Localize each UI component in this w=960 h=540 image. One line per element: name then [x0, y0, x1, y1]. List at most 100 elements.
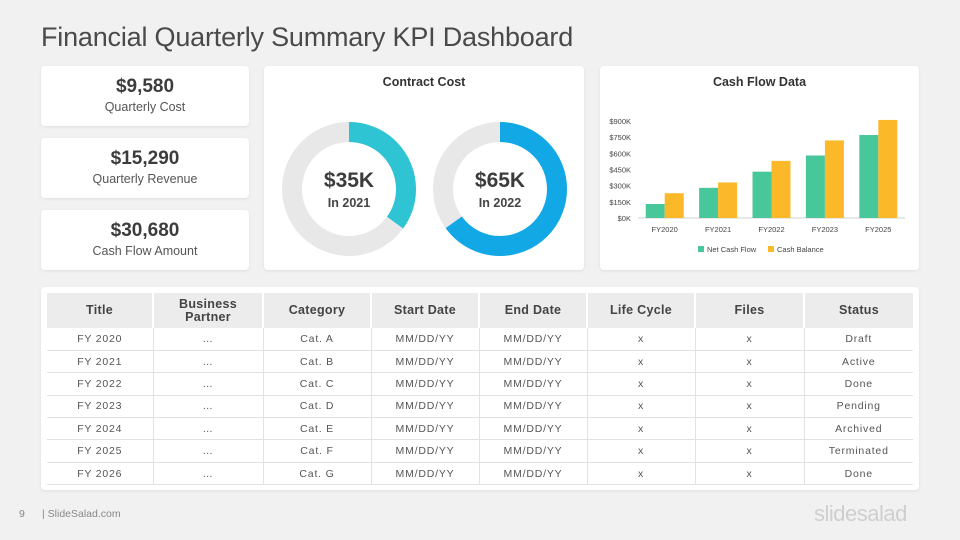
- table-body: FY 2020… Cat. A MM/DD/YY MM/DD/YY x x Draft FY …: [47, 328, 913, 486]
- table-cell: Cat. G: [262, 462, 371, 486]
- table-cell: x: [694, 328, 804, 351]
- table-cell: …: [152, 395, 263, 419]
- contract-cost-title: Contract Cost: [382, 75, 466, 89]
- table-cell: MM/DD/YY: [370, 328, 479, 351]
- kpi-card-cash-flow-amount: $30,680 Cash Flow Amount: [41, 210, 249, 270]
- column-header[interactable]: Life Cycle: [586, 293, 695, 328]
- table-cell: Active: [803, 350, 913, 374]
- y-tick-label: $750K: [609, 133, 631, 142]
- kpi-label: Quarterly Cost: [104, 100, 186, 114]
- table-cell: x: [586, 372, 695, 396]
- table-cell: Done: [803, 372, 913, 396]
- table-cell: FY 2024: [47, 417, 153, 441]
- bar-net-cash-flow: [859, 135, 879, 218]
- page-number: 9: [19, 508, 25, 520]
- column-header[interactable]: Status: [803, 293, 913, 328]
- cash-flow-chart: $0K $150K $300K $450K $600K $750K $900K FY2020 F…: [609, 117, 905, 254]
- table-cell: …: [152, 439, 263, 463]
- table-cell: FY 2022: [47, 372, 153, 396]
- table-cell: …: [152, 417, 263, 441]
- table-cell: Cat. E: [262, 417, 371, 441]
- table-cell: Cat. A: [262, 328, 371, 351]
- bar-net-cash-flow: [752, 171, 772, 218]
- table-cell: x: [586, 417, 695, 441]
- column-header[interactable]: Files: [694, 293, 804, 328]
- table-cell: MM/DD/YY: [370, 462, 479, 486]
- x-tick-label: FY2020: [652, 225, 678, 234]
- column-header[interactable]: Start Date: [370, 293, 479, 328]
- table-cell: …: [152, 350, 263, 374]
- cash-flow-title: Cash Flow Data: [712, 75, 807, 89]
- table-cell: x: [694, 439, 804, 463]
- column-header[interactable]: Title: [47, 293, 153, 328]
- contract-cost-card: Contract Cost $35K In 2021 $65K In 2022: [264, 66, 584, 270]
- kpi-label: Quarterly Revenue: [92, 172, 198, 186]
- y-tick-label: $150K: [609, 198, 631, 207]
- table-cell: x: [586, 462, 695, 486]
- column-header[interactable]: Category: [262, 293, 371, 328]
- donut-2021-chart: [282, 122, 416, 256]
- table-cell: MM/DD/YY: [370, 439, 479, 463]
- table-cell: MM/DD/YY: [478, 439, 587, 463]
- brand-logo: slidesalad: [814, 501, 907, 526]
- column-header[interactable]: End Date: [478, 293, 587, 328]
- x-tick-label: FY2023: [812, 225, 838, 234]
- table-cell: Cat. D: [262, 395, 371, 419]
- legend-label: Cash Balance: [777, 245, 824, 254]
- kpi-label: Cash Flow Amount: [92, 244, 198, 258]
- table-cell: x: [586, 328, 695, 351]
- table-row[interactable]: FY 2023… Cat. D MM/DD/YY MM/DD/YY x x Pending: [47, 395, 913, 419]
- donut-arc-2021: [282, 122, 416, 256]
- table-row[interactable]: FY 2020… Cat. A MM/DD/YY MM/DD/YY x x Draft: [47, 328, 913, 351]
- table-row[interactable]: FY 2021… Cat. B MM/DD/YY MM/DD/YY x x Active: [47, 350, 913, 374]
- kpi-value: $15,290: [110, 148, 180, 169]
- table-cell: MM/DD/YY: [478, 350, 587, 374]
- table-cell: FY 2023: [47, 395, 153, 419]
- page-title: Financial Quarterly Summary KPI Dashboar…: [41, 22, 574, 52]
- bar-cash-balance: [878, 119, 898, 218]
- kpi-card-quarterly-cost: $9,580 Quarterly Cost: [41, 66, 249, 126]
- legend-swatch: [768, 246, 774, 252]
- bar-cash-balance: [718, 182, 738, 218]
- table-cell: MM/DD/YY: [478, 372, 587, 396]
- kpi-value: $9,580: [115, 76, 175, 97]
- table-cell: Draft: [803, 328, 913, 351]
- kpi-value: $30,680: [110, 220, 180, 241]
- table-row[interactable]: FY 2022… Cat. C MM/DD/YY MM/DD/YY x x Done: [47, 372, 913, 396]
- table-cell: MM/DD/YY: [478, 328, 587, 351]
- table-cell: MM/DD/YY: [478, 395, 587, 419]
- table-row[interactable]: FY 2024… Cat. E MM/DD/YY MM/DD/YY x x Archived: [47, 417, 913, 441]
- table-cell: FY 2026: [47, 462, 153, 486]
- legend-label: Net Cash Flow: [707, 245, 757, 254]
- table-cell: …: [152, 372, 263, 396]
- y-tick-label: $600K: [609, 149, 631, 158]
- table-row[interactable]: FY 2026… Cat. G MM/DD/YY MM/DD/YY x x Done: [47, 462, 913, 486]
- cash-flow-card: Cash Flow Data $0K $150K $300K $450K $600K $7…: [600, 66, 919, 270]
- bar-net-cash-flow: [645, 203, 665, 218]
- x-tick-label: FY2021: [705, 225, 731, 234]
- table-cell: x: [694, 462, 804, 486]
- table-row[interactable]: FY 2025… Cat. F MM/DD/YY MM/DD/YY x x Terminat…: [47, 439, 913, 463]
- bar-cash-balance: [824, 140, 844, 218]
- x-tick-label: FY2025: [865, 225, 891, 234]
- donut-2022-chart: [433, 122, 567, 256]
- table-cell: MM/DD/YY: [478, 462, 587, 486]
- column-header[interactable]: Business Partner: [152, 293, 263, 328]
- table-cell: x: [694, 395, 804, 419]
- bar-cash-balance: [664, 193, 684, 218]
- y-tick-label: $300K: [609, 182, 631, 191]
- donut-2022: $65K In 2022: [432, 121, 568, 257]
- table-cell: MM/DD/YY: [370, 350, 479, 374]
- table-cell: x: [586, 395, 695, 419]
- bar-net-cash-flow: [699, 187, 719, 218]
- table-cell: FY 2020: [47, 328, 153, 351]
- donut-value: $35K: [323, 168, 375, 192]
- table-cell: FY 2021: [47, 350, 153, 374]
- table-cell: MM/DD/YY: [370, 372, 479, 396]
- y-tick-label: $0K: [618, 214, 631, 223]
- table-cell: x: [694, 350, 804, 374]
- table-cell: MM/DD/YY: [370, 395, 479, 419]
- x-tick-label: FY2022: [758, 225, 784, 234]
- table-cell: Done: [803, 462, 913, 486]
- contracts-table: Title Business Partner Category Start Date E…: [47, 293, 913, 486]
